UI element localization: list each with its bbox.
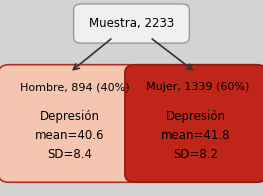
FancyBboxPatch shape — [125, 65, 263, 182]
Text: Depresión
mean=40.6
SD=8.4: Depresión mean=40.6 SD=8.4 — [35, 110, 104, 161]
FancyBboxPatch shape — [74, 4, 189, 43]
Text: Mujer, 1339 (60%): Mujer, 1339 (60%) — [146, 82, 249, 92]
FancyBboxPatch shape — [0, 65, 141, 182]
Text: Hombre, 894 (40%): Hombre, 894 (40%) — [20, 82, 129, 92]
Text: Depresión
mean=41.8
SD=8.2: Depresión mean=41.8 SD=8.2 — [161, 110, 231, 161]
Text: Muestra, 2233: Muestra, 2233 — [89, 17, 174, 30]
